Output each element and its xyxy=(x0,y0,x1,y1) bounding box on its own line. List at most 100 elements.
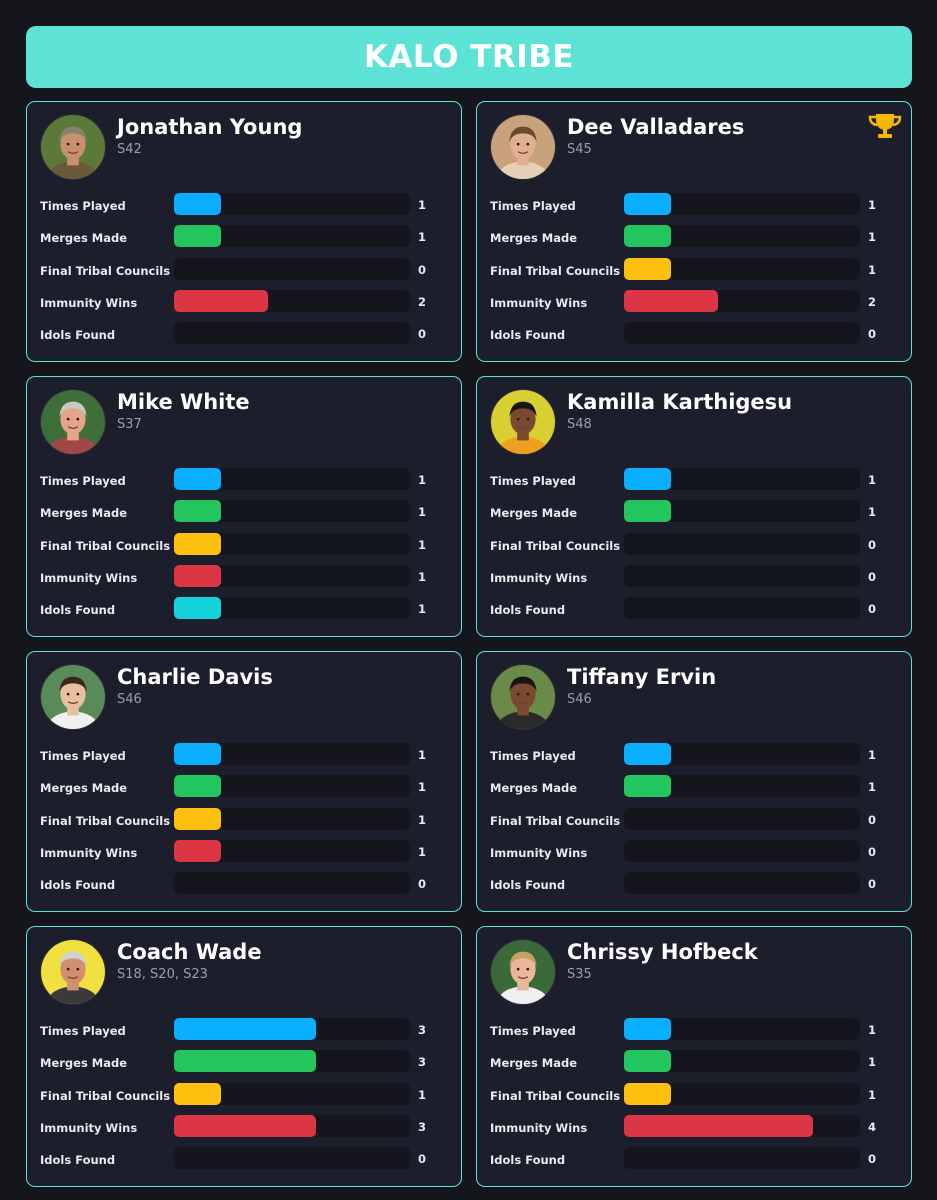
stat-value: 1 xyxy=(418,812,427,827)
stat-row: Merges Made 1 xyxy=(490,225,900,257)
stat-value: 1 xyxy=(868,780,877,795)
stat-value: 0 xyxy=(868,877,877,892)
stat-value: 3 xyxy=(418,1119,427,1134)
stat-label: Final Tribal Councils xyxy=(490,263,621,278)
stat-bar-fill xyxy=(174,1082,222,1105)
stat-value: 0 xyxy=(868,844,877,859)
stat-row: Idols Found 0 xyxy=(40,322,450,354)
stat-value: 1 xyxy=(868,262,877,277)
stat-bar-fill xyxy=(174,289,269,312)
chrissy-hofbeck-avatar xyxy=(490,939,556,1005)
kamilla-karthigesu-avatar xyxy=(490,389,556,455)
stat-row: Final Tribal Councils 1 xyxy=(40,1082,450,1115)
stat-row: Final Tribal Councils 1 xyxy=(490,1082,900,1115)
stat-label: Immunity Wins xyxy=(40,845,138,860)
stat-row: Times Played 1 xyxy=(40,743,450,775)
stat-value: 0 xyxy=(868,569,877,584)
stat-value: 1 xyxy=(868,230,877,245)
dee-valladares-avatar xyxy=(490,114,556,180)
player-seasons: S46 xyxy=(117,692,142,707)
stat-bar-fill xyxy=(624,193,672,215)
player-name: Tiffany Ervin xyxy=(567,665,717,689)
stat-label: Merges Made xyxy=(40,231,128,246)
player-name: Chrissy Hofbeck xyxy=(567,940,758,964)
stat-value: 1 xyxy=(418,844,427,859)
stat-bar-fill xyxy=(624,500,672,523)
stat-label: Times Played xyxy=(40,474,126,488)
stat-bar-track xyxy=(624,257,860,280)
tiffany-ervin-avatar xyxy=(490,664,556,730)
stat-bar-fill xyxy=(174,1050,316,1073)
stat-value: 0 xyxy=(868,327,877,342)
stat-bar-fill xyxy=(624,257,672,280)
stat-row: Immunity Wins 2 xyxy=(40,289,450,322)
stat-row: Final Tribal Councils 1 xyxy=(490,257,900,290)
player-card-charlie-davis: Charlie Davis S46 Times Played 1 Merges Made… xyxy=(26,651,462,912)
stat-value: 0 xyxy=(868,602,877,617)
stat-label: Final Tribal Councils xyxy=(40,813,171,828)
stat-label: Times Played xyxy=(40,749,126,763)
stat-bar-fill xyxy=(174,193,222,215)
stat-row: Idols Found 0 xyxy=(40,1147,450,1179)
stat-value: 1 xyxy=(868,1055,877,1070)
stat-value: 1 xyxy=(868,505,877,520)
player-card-coach-wade: Coach Wade S18, S20, S23 Times Played 3 Merg… xyxy=(26,926,462,1187)
stat-row: Final Tribal Councils 1 xyxy=(40,532,450,565)
stat-bar-track xyxy=(174,775,410,798)
stat-value: 0 xyxy=(418,877,427,892)
stat-row: Immunity Wins 0 xyxy=(490,839,900,872)
stat-value: 2 xyxy=(418,294,427,309)
stat-bar-fill xyxy=(624,289,719,312)
stat-list: Times Played 1 Merges Made 1 Final Tribal Co… xyxy=(490,1018,900,1179)
player-name: Coach Wade xyxy=(117,940,262,964)
stat-bar-fill xyxy=(624,743,672,765)
stat-label: Immunity Wins xyxy=(40,1120,138,1135)
player-name: Kamilla Karthigesu xyxy=(567,390,793,414)
stat-bar-fill xyxy=(174,564,222,587)
stat-bar-fill xyxy=(174,500,222,523)
stat-row: Times Played 3 xyxy=(40,1018,450,1050)
stat-label: Times Played xyxy=(490,749,576,763)
player-card-kamilla-karthigesu: Kamilla Karthigesu S48 Times Played 1 Merges… xyxy=(476,376,912,637)
stat-bar-track xyxy=(624,289,860,312)
player-seasons: S18, S20, S23 xyxy=(117,967,208,982)
stat-bar-track xyxy=(624,193,860,215)
stat-row: Times Played 1 xyxy=(40,468,450,500)
stat-label: Times Played xyxy=(490,474,576,488)
player-card-tiffany-ervin: Tiffany Ervin S46 Times Played 1 Merges Made… xyxy=(476,651,912,912)
stat-bar-track xyxy=(624,1082,860,1105)
stat-row: Immunity Wins 0 xyxy=(490,564,900,597)
trophy-icon xyxy=(867,112,903,140)
stat-bar-track xyxy=(174,225,410,248)
stat-bar-track xyxy=(174,1114,410,1137)
stat-label: Idols Found xyxy=(490,878,566,893)
stat-label: Final Tribal Councils xyxy=(40,1088,171,1103)
stat-row: Idols Found 0 xyxy=(490,872,900,904)
stat-bar-track xyxy=(624,872,860,895)
stat-value: 1 xyxy=(418,780,427,795)
stat-label: Final Tribal Councils xyxy=(40,538,171,553)
stat-bar-fill xyxy=(174,1114,316,1137)
stat-value: 1 xyxy=(418,537,427,552)
player-card-jonathan-young: Jonathan Young S42 Times Played 1 Merges Mad… xyxy=(26,101,462,362)
player-seasons: S46 xyxy=(567,692,592,707)
stat-label: Times Played xyxy=(490,199,576,213)
mike-white-avatar xyxy=(40,389,106,455)
stat-row: Merges Made 1 xyxy=(40,500,450,532)
stat-value: 0 xyxy=(418,262,427,277)
stat-bar-track xyxy=(624,564,860,587)
stat-bar-track xyxy=(624,775,860,798)
tribe-banner: KALO TRIBE xyxy=(26,26,912,88)
stat-bar-track xyxy=(174,743,410,765)
stat-bar-fill xyxy=(174,225,222,248)
stat-bar-track xyxy=(174,597,410,620)
stat-value: 0 xyxy=(868,1152,877,1167)
stat-value: 1 xyxy=(868,473,877,487)
stat-label: Times Played xyxy=(40,199,126,213)
coach-wade-avatar xyxy=(40,939,106,1005)
stat-label: Final Tribal Councils xyxy=(40,263,171,278)
stat-label: Merges Made xyxy=(490,781,578,796)
stat-bar-fill xyxy=(174,839,222,862)
stat-list: Times Played 1 Merges Made 1 Final Tribal Co… xyxy=(490,193,900,354)
stat-label: Idols Found xyxy=(490,328,566,343)
